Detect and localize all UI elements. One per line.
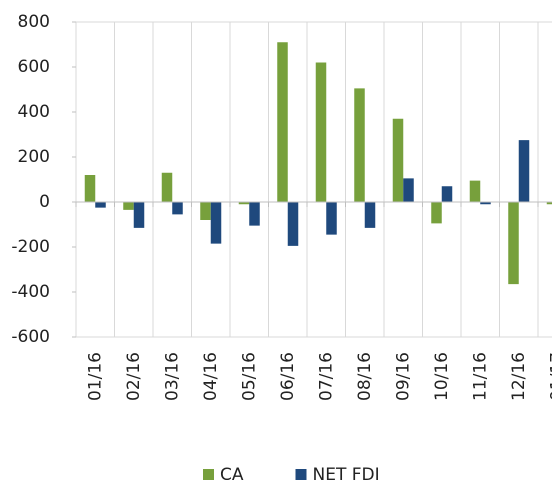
y-tick-label: 800 [18,12,50,32]
bar [441,186,453,202]
bar [238,202,250,205]
bar [123,202,134,210]
bar [508,202,519,285]
bar [326,202,337,235]
x-tick-label: 05/16 [239,352,259,401]
legend-label: NET FDI [313,465,380,485]
bar [403,178,414,202]
bar [200,202,211,220]
bar [249,202,260,226]
x-tick-label: 03/16 [162,352,182,401]
x-tick-label: 08/16 [355,352,375,401]
bar [95,202,106,208]
bar [277,42,288,202]
x-tick-label: 07/16 [316,352,336,401]
x-tick-label: 06/16 [278,352,298,401]
bar [210,202,222,244]
y-tick-label: -600 [11,327,50,347]
legend-swatch [203,469,214,480]
bar [364,202,376,228]
bar [354,88,365,202]
bar [546,202,552,205]
bar [469,180,481,202]
bar [161,172,173,202]
bar [518,140,530,202]
x-tick-label: 01/16 [85,352,105,401]
y-tick-label: 0 [39,192,50,212]
bar [133,202,145,228]
x-tick-label: 02/16 [124,352,144,401]
legend-swatch [295,469,307,480]
x-tick-label: 11/16 [470,352,490,401]
x-tick-label: 01/17 [547,352,552,401]
bar [315,62,327,202]
y-tick-label: 400 [18,102,50,122]
bar [431,202,442,224]
legend-label: CA [220,465,244,485]
bar [392,118,404,202]
x-tick-label: 09/16 [393,352,413,401]
y-tick-label: 600 [18,57,50,77]
bar [287,202,299,246]
y-tick-label: 200 [18,147,50,167]
x-tick-label: 12/16 [509,352,529,401]
bar [480,202,491,205]
bar [84,175,96,202]
y-tick-label: -400 [11,282,50,302]
x-tick-label: 04/16 [201,352,221,401]
y-tick-label: -200 [11,237,50,257]
bar [172,202,183,215]
x-tick-label: 10/16 [432,352,452,401]
